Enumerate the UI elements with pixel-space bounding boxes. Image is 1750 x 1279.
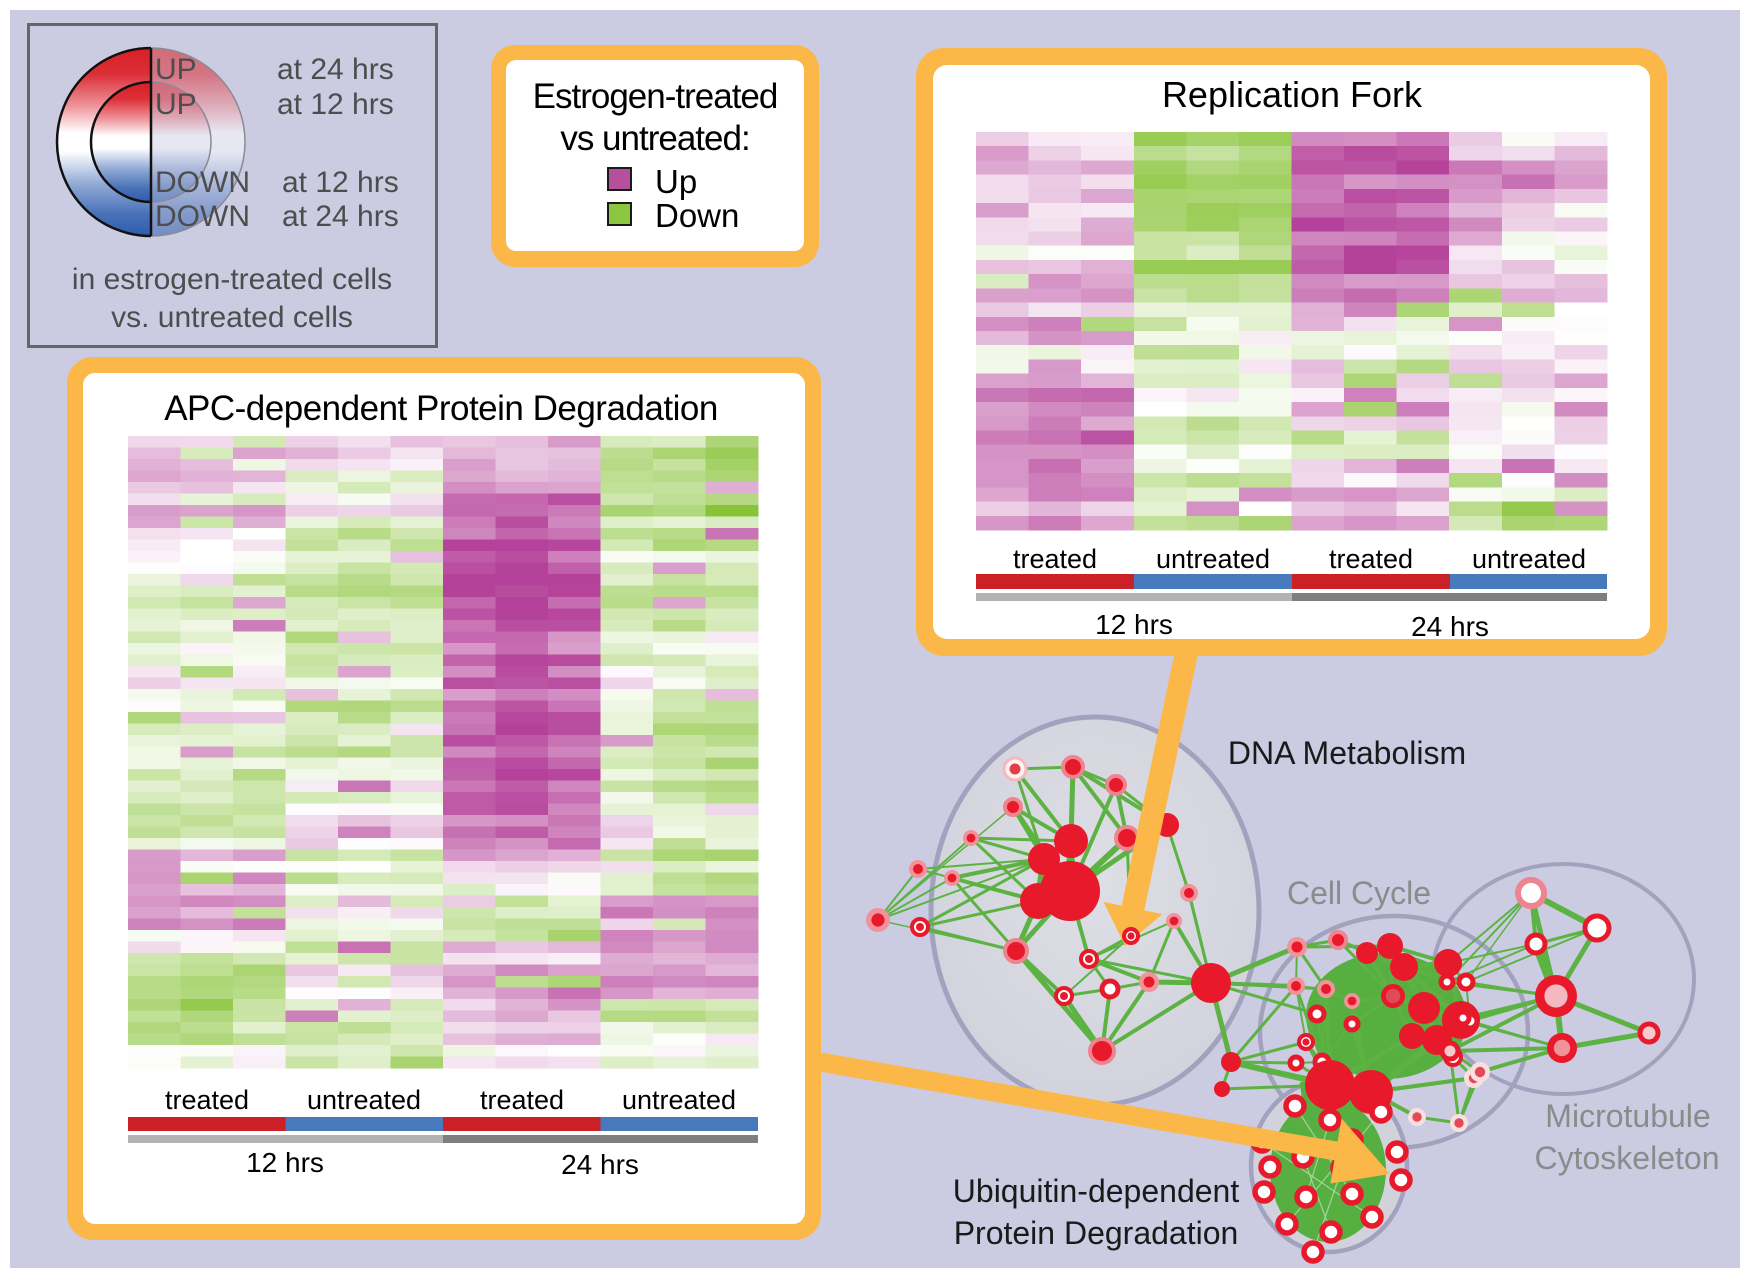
svg-text:vs untreated:: vs untreated:	[560, 119, 749, 158]
svg-text:Estrogen-treated: Estrogen-treated	[533, 77, 778, 116]
svg-text:untreated: untreated	[1156, 544, 1270, 574]
svg-text:Cytoskeleton: Cytoskeleton	[1535, 1140, 1720, 1176]
svg-text:DOWN: DOWN	[155, 200, 250, 233]
svg-text:Protein Degradation: Protein Degradation	[954, 1215, 1239, 1251]
svg-text:Replication Fork: Replication Fork	[1162, 74, 1423, 115]
svg-text:in estrogen-treated cells: in estrogen-treated cells	[72, 263, 392, 296]
svg-text:vs. untreated cells: vs. untreated cells	[111, 301, 353, 334]
svg-text:untreated: untreated	[1472, 544, 1586, 574]
svg-text:at 12 hrs: at 12 hrs	[277, 88, 394, 121]
svg-text:untreated: untreated	[307, 1085, 421, 1115]
svg-text:at 24 hrs: at 24 hrs	[277, 53, 394, 86]
svg-text:12 hrs: 12 hrs	[246, 1147, 324, 1178]
svg-text:treated: treated	[165, 1085, 249, 1115]
svg-text:Microtubule: Microtubule	[1545, 1098, 1710, 1134]
svg-text:treated: treated	[1013, 544, 1097, 574]
svg-text:DNA Metabolism: DNA Metabolism	[1228, 735, 1466, 771]
svg-text:Ubiquitin-dependent: Ubiquitin-dependent	[953, 1173, 1240, 1209]
svg-text:treated: treated	[1329, 544, 1413, 574]
svg-text:24 hrs: 24 hrs	[561, 1149, 639, 1180]
svg-text:Up: Up	[655, 163, 697, 200]
svg-text:at 24 hrs: at 24 hrs	[282, 200, 399, 233]
svg-text:at 12 hrs: at 12 hrs	[282, 166, 399, 199]
svg-text:untreated: untreated	[622, 1085, 736, 1115]
svg-text:Cell Cycle: Cell Cycle	[1287, 875, 1431, 911]
svg-text:DOWN: DOWN	[155, 166, 250, 199]
svg-text:12 hrs: 12 hrs	[1095, 609, 1173, 640]
svg-text:APC-dependent Protein Degradat: APC-dependent Protein Degradation	[164, 389, 718, 428]
svg-text:Down: Down	[655, 197, 739, 234]
svg-text:UP: UP	[155, 53, 197, 86]
svg-text:24 hrs: 24 hrs	[1411, 611, 1489, 642]
svg-text:treated: treated	[480, 1085, 564, 1115]
svg-text:UP: UP	[155, 88, 197, 121]
